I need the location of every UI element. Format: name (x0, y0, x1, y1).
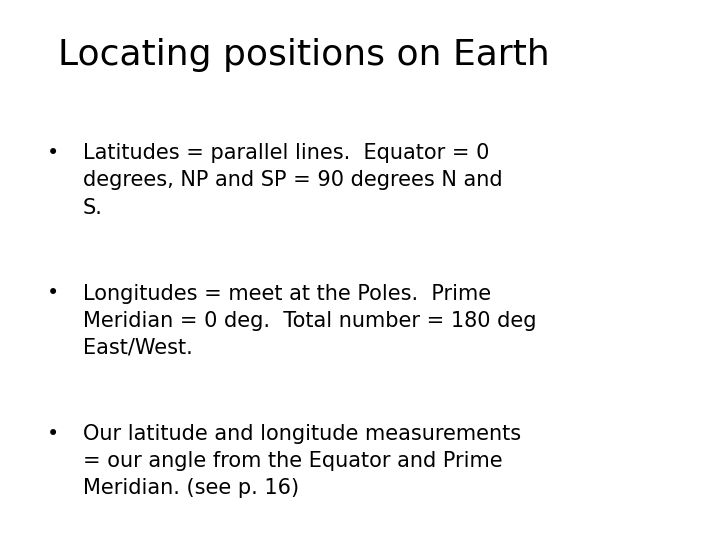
Text: •: • (47, 143, 59, 163)
Text: Longitudes = meet at the Poles.  Prime
Meridian = 0 deg.  Total number = 180 deg: Longitudes = meet at the Poles. Prime Me… (83, 284, 536, 358)
Text: Latitudes = parallel lines.  Equator = 0
degrees, NP and SP = 90 degrees N and
S: Latitudes = parallel lines. Equator = 0 … (83, 143, 503, 218)
Text: •: • (47, 284, 59, 303)
Text: Our latitude and longitude measurements
= our angle from the Equator and Prime
M: Our latitude and longitude measurements … (83, 424, 521, 498)
Text: Locating positions on Earth: Locating positions on Earth (58, 38, 549, 72)
Text: •: • (47, 424, 59, 444)
